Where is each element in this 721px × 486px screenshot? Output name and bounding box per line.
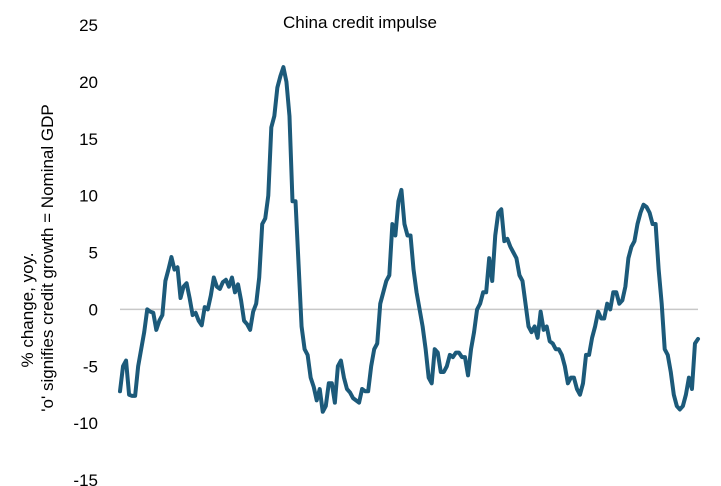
y-tick-label: -5 [83, 357, 98, 376]
y-axis-ticks: 25 20 15 10 5 0 -5 -10 -15 [73, 16, 98, 486]
y-tick-label: 0 [89, 300, 98, 319]
y-tick-label: -10 [73, 414, 98, 433]
y-axis-label: % change, yoy. 'o' signifies credit grow… [18, 104, 57, 411]
y-tick-label: 15 [79, 130, 98, 149]
y-tick-label: 10 [79, 187, 98, 206]
chart-title: China credit impulse [283, 13, 437, 32]
series-line [118, 65, 700, 414]
y-tick-label: 25 [79, 16, 98, 35]
y-axis-label-line-2: 'o' signifies credit growth = Nominal GD… [38, 104, 57, 411]
y-tick-label: -15 [73, 471, 98, 486]
y-tick-label: 20 [79, 73, 98, 92]
y-tick-label: 5 [89, 244, 98, 263]
y-axis-label-line-1: % change, yoy. [18, 253, 37, 368]
